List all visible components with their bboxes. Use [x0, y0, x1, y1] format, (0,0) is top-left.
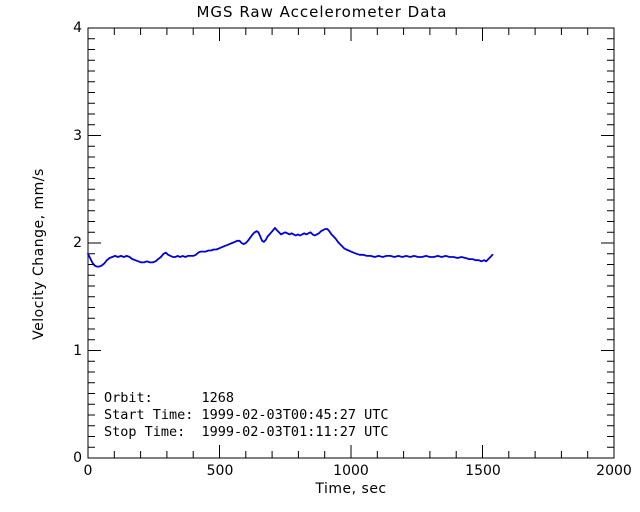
- x-tick-label: 500: [206, 463, 234, 479]
- x-axis-title: Time, sec: [315, 481, 387, 497]
- orbit-annotation: Orbit: 1268: [104, 390, 235, 406]
- start-time-annotation: Start Time: 1999-02-03T00:45:27 UTC: [104, 407, 389, 423]
- y-tick-label: 4: [73, 20, 82, 36]
- stop-time-annotation: Stop Time: 1999-02-03T01:11:27 UTC: [104, 424, 389, 440]
- y-tick-label: 3: [73, 128, 82, 144]
- y-tick-label: 1: [73, 343, 82, 359]
- x-tick-label: 2000: [596, 463, 632, 479]
- y-tick-label: 0: [73, 450, 82, 466]
- y-axis-title: Velocity Change, mm/s: [31, 168, 47, 340]
- x-tick-label: 0: [83, 463, 93, 479]
- x-tick-label: 1500: [465, 463, 501, 479]
- y-tick-label: 2: [73, 235, 82, 251]
- chart-title: MGS Raw Accelerometer Data: [196, 3, 448, 21]
- x-tick-label: 1000: [333, 463, 369, 479]
